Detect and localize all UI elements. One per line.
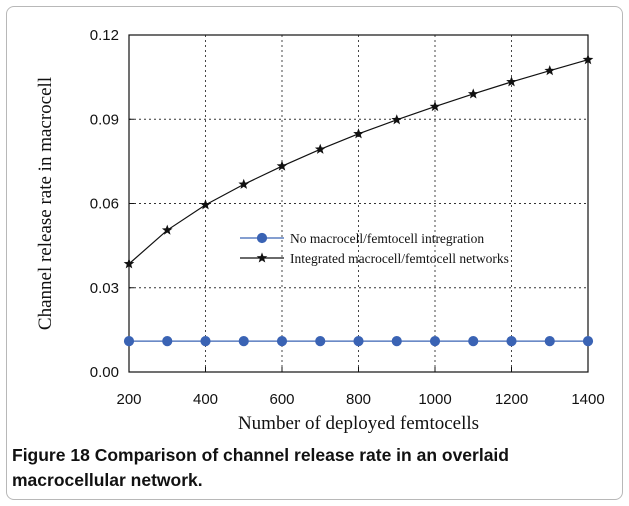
- y-axis-ticks: 0.00 0.03 0.06 0.09 0.12: [90, 27, 134, 381]
- legend: No macrocell/femtocell intregration Integ…: [240, 231, 509, 266]
- grid-lines: [129, 35, 588, 372]
- x-axis-ticks: 200 400 600 800 1000 1200 1400: [116, 367, 604, 408]
- x-tick-label: 1200: [495, 391, 528, 408]
- figure-caption: Figure 18 Comparison of channel release …: [12, 443, 612, 493]
- data-point: [544, 65, 555, 75]
- legend-marker: [257, 252, 268, 262]
- x-tick-label: 800: [346, 391, 371, 408]
- data-point: [315, 144, 326, 154]
- data-point: [506, 76, 517, 86]
- data-point: [507, 337, 516, 346]
- x-tick-label: 400: [193, 391, 218, 408]
- x-tick-label: 1400: [571, 391, 604, 408]
- data-point: [163, 337, 172, 346]
- data-point: [583, 337, 592, 346]
- series-1: [124, 337, 592, 346]
- data-point: [354, 337, 363, 346]
- data-point: [391, 114, 402, 124]
- y-tick-label: 0.12: [90, 27, 119, 44]
- data-point: [277, 337, 286, 346]
- y-tick-label: 0.06: [90, 196, 119, 213]
- data-point: [124, 337, 133, 346]
- y-tick-label: 0.00: [90, 364, 119, 381]
- y-tick-label: 0.09: [90, 111, 119, 128]
- x-tick-label: 1000: [418, 391, 451, 408]
- data-point: [392, 337, 401, 346]
- data-point: [430, 337, 439, 346]
- legend-item-1: No macrocell/femtocell intregration: [240, 231, 484, 246]
- figure-number: Figure 18: [12, 445, 90, 465]
- x-tick-label: 600: [269, 391, 294, 408]
- data-point: [430, 101, 441, 111]
- data-point: [201, 337, 210, 346]
- legend-label: No macrocell/femtocell intregration: [290, 231, 484, 246]
- data-point: [468, 88, 479, 98]
- data-point: [316, 337, 325, 346]
- legend-item-2: Integrated macrocell/femtocell networks: [240, 251, 509, 266]
- y-axis-title: Channel release rate in macrocell: [35, 77, 56, 330]
- line-chart: 0.00 0.03 0.06 0.09 0.12 200 400 600 800 1000 120…: [0, 0, 629, 440]
- data-point: [238, 179, 249, 189]
- x-tick-label: 200: [116, 391, 141, 408]
- x-axis-title: Number of deployed femtocells: [238, 413, 479, 434]
- legend-marker: [257, 233, 266, 242]
- data-point: [277, 161, 288, 171]
- data-point: [545, 337, 554, 346]
- data-point: [469, 337, 478, 346]
- y-tick-label: 0.03: [90, 280, 119, 297]
- legend-label: Integrated macrocell/femtocell networks: [290, 251, 509, 266]
- data-point: [239, 337, 248, 346]
